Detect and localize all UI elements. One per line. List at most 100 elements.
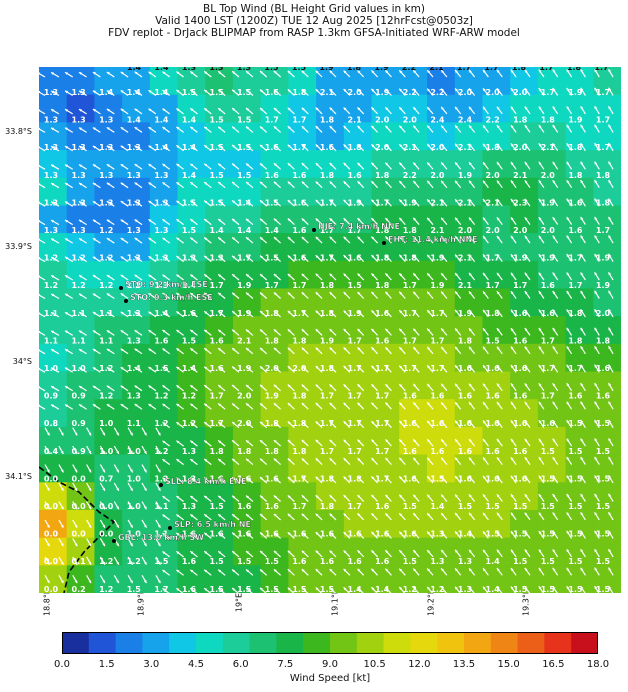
wind-arrow-head (116, 524, 119, 528)
wind-arrow-head (594, 272, 598, 276)
wind-arrow-head (469, 254, 472, 258)
wind-arrow-head (218, 237, 222, 241)
wind-arrow-head (413, 236, 417, 240)
wind-arrow-head (566, 567, 570, 571)
grid-value: 1.3 (154, 171, 168, 180)
wind-arrow-head (329, 236, 333, 240)
wind-arrow-head (120, 145, 124, 149)
wind-arrow-head (343, 587, 347, 591)
wind-arrow-head (329, 458, 333, 462)
speed-cell (371, 509, 400, 539)
wind-arrow-head (552, 106, 556, 110)
wind-arrow-head (413, 402, 417, 406)
wind-arrow-head (162, 237, 166, 241)
wind-arrow-head (120, 367, 124, 370)
wind-arrow-head (357, 365, 361, 369)
wind-arrow-head (329, 439, 333, 443)
speed-cell (94, 399, 123, 428)
grid-value: 1.3 (72, 88, 86, 97)
wind-arrow-head (343, 513, 347, 517)
wind-arrow-head (427, 476, 430, 480)
wind-arrow-head (287, 181, 291, 185)
wind-arrow-head (315, 199, 319, 203)
station-label: STO: 9.2 km/h ESE (125, 280, 208, 289)
wind-arrow-head (232, 71, 235, 74)
grid-value: 1.7 (375, 474, 389, 483)
wind-arrow-head (357, 144, 361, 148)
wind-arrow-head (371, 181, 375, 184)
lat-label-33-9: 33.9°S (5, 242, 32, 251)
wind-arrow-head (148, 164, 152, 167)
speed-cell (94, 260, 123, 290)
grid-value: 1.5 (596, 419, 611, 428)
wind-arrow-head (204, 551, 208, 554)
wind-arrow-head (134, 330, 138, 333)
wind-arrow-head (469, 328, 472, 332)
wind-arrow-head (232, 274, 235, 277)
colorbar-tick: 1.5 (98, 659, 115, 670)
grid-value: 1.9 (513, 254, 528, 263)
wind-arrow-head (608, 586, 612, 589)
wind-arrow-head (143, 506, 147, 510)
wind-arrow-head (371, 365, 375, 369)
wind-arrow-head (273, 366, 277, 370)
wind-arrow-head (580, 549, 584, 553)
wind-arrow-head (329, 218, 333, 222)
wind-arrow-head (469, 439, 472, 442)
wind-arrow-head (357, 550, 361, 554)
grid-value: 1.5 (320, 585, 335, 593)
speed-cell (399, 454, 428, 483)
colorbar-tick: 7.5 (277, 659, 294, 670)
wind-arrow-head (315, 532, 319, 535)
wind-arrow-head (552, 327, 556, 331)
grid-value: 1.8 (292, 336, 307, 345)
map-area[interactable]: 1.4 1.4 1.3 1.3 1.3 1.5 1.5 1.9 1.8 1.9 2.2 2.1 1.7 1… (39, 67, 621, 593)
grid-value: 1.6 (458, 419, 473, 428)
wind-arrow-head (469, 199, 472, 202)
grid-value: 1.5 (182, 198, 197, 207)
wind-arrow-head (79, 349, 82, 352)
wind-arrow-head (273, 89, 277, 93)
wind-arrow-head (301, 255, 305, 259)
speed-cell (510, 565, 539, 593)
wind-arrow-head (469, 365, 472, 369)
wind-arrow-head (483, 365, 486, 369)
wind-arrow-head (483, 309, 486, 313)
grid-value: 1.7 (292, 309, 306, 318)
wind-arrow-head (218, 163, 222, 167)
wind-arrow-head (260, 237, 263, 240)
wind-arrow-head (246, 71, 249, 74)
wind-arrow-head (287, 107, 291, 111)
speed-cell (454, 233, 484, 262)
grid-value: 1.5 (541, 447, 556, 456)
wind-arrow-head (552, 494, 556, 497)
grid-value: 1.7 (348, 419, 362, 428)
wind-arrow-head (301, 144, 305, 148)
wind-arrow-head (385, 218, 389, 221)
station-label: FHT: 11.4 km/h NNE (388, 235, 478, 244)
grid-value: 1.2 (99, 392, 113, 401)
wind-arrow (39, 386, 46, 392)
wind-arrow-head (496, 199, 500, 202)
wind-arrow-head (232, 145, 235, 148)
wind-arrow-head (51, 146, 55, 149)
grid-value: 1.5 (403, 557, 418, 566)
wind-arrow-head (190, 293, 194, 296)
wind-arrow-head (455, 383, 458, 387)
grid-value: 1.2 (99, 557, 113, 566)
wind-arrow-head (39, 238, 41, 241)
wind-arrow-head (79, 109, 82, 112)
station-marker (168, 526, 172, 530)
wind-arrow-head (399, 494, 403, 498)
wind-arrow-head (273, 126, 277, 130)
grid-value: 1.9 (568, 88, 583, 97)
colorbar-frame (62, 632, 598, 654)
wind-arrow-head (357, 199, 361, 203)
wind-arrow-head (496, 586, 500, 590)
wind-arrow-head (343, 181, 347, 185)
wind-arrow-head (120, 293, 124, 297)
wind-arrow-head (176, 90, 180, 93)
wind-arrow-head (357, 236, 361, 240)
grid-value: 1.8 (292, 419, 307, 428)
wind-arrow-head (176, 311, 180, 315)
